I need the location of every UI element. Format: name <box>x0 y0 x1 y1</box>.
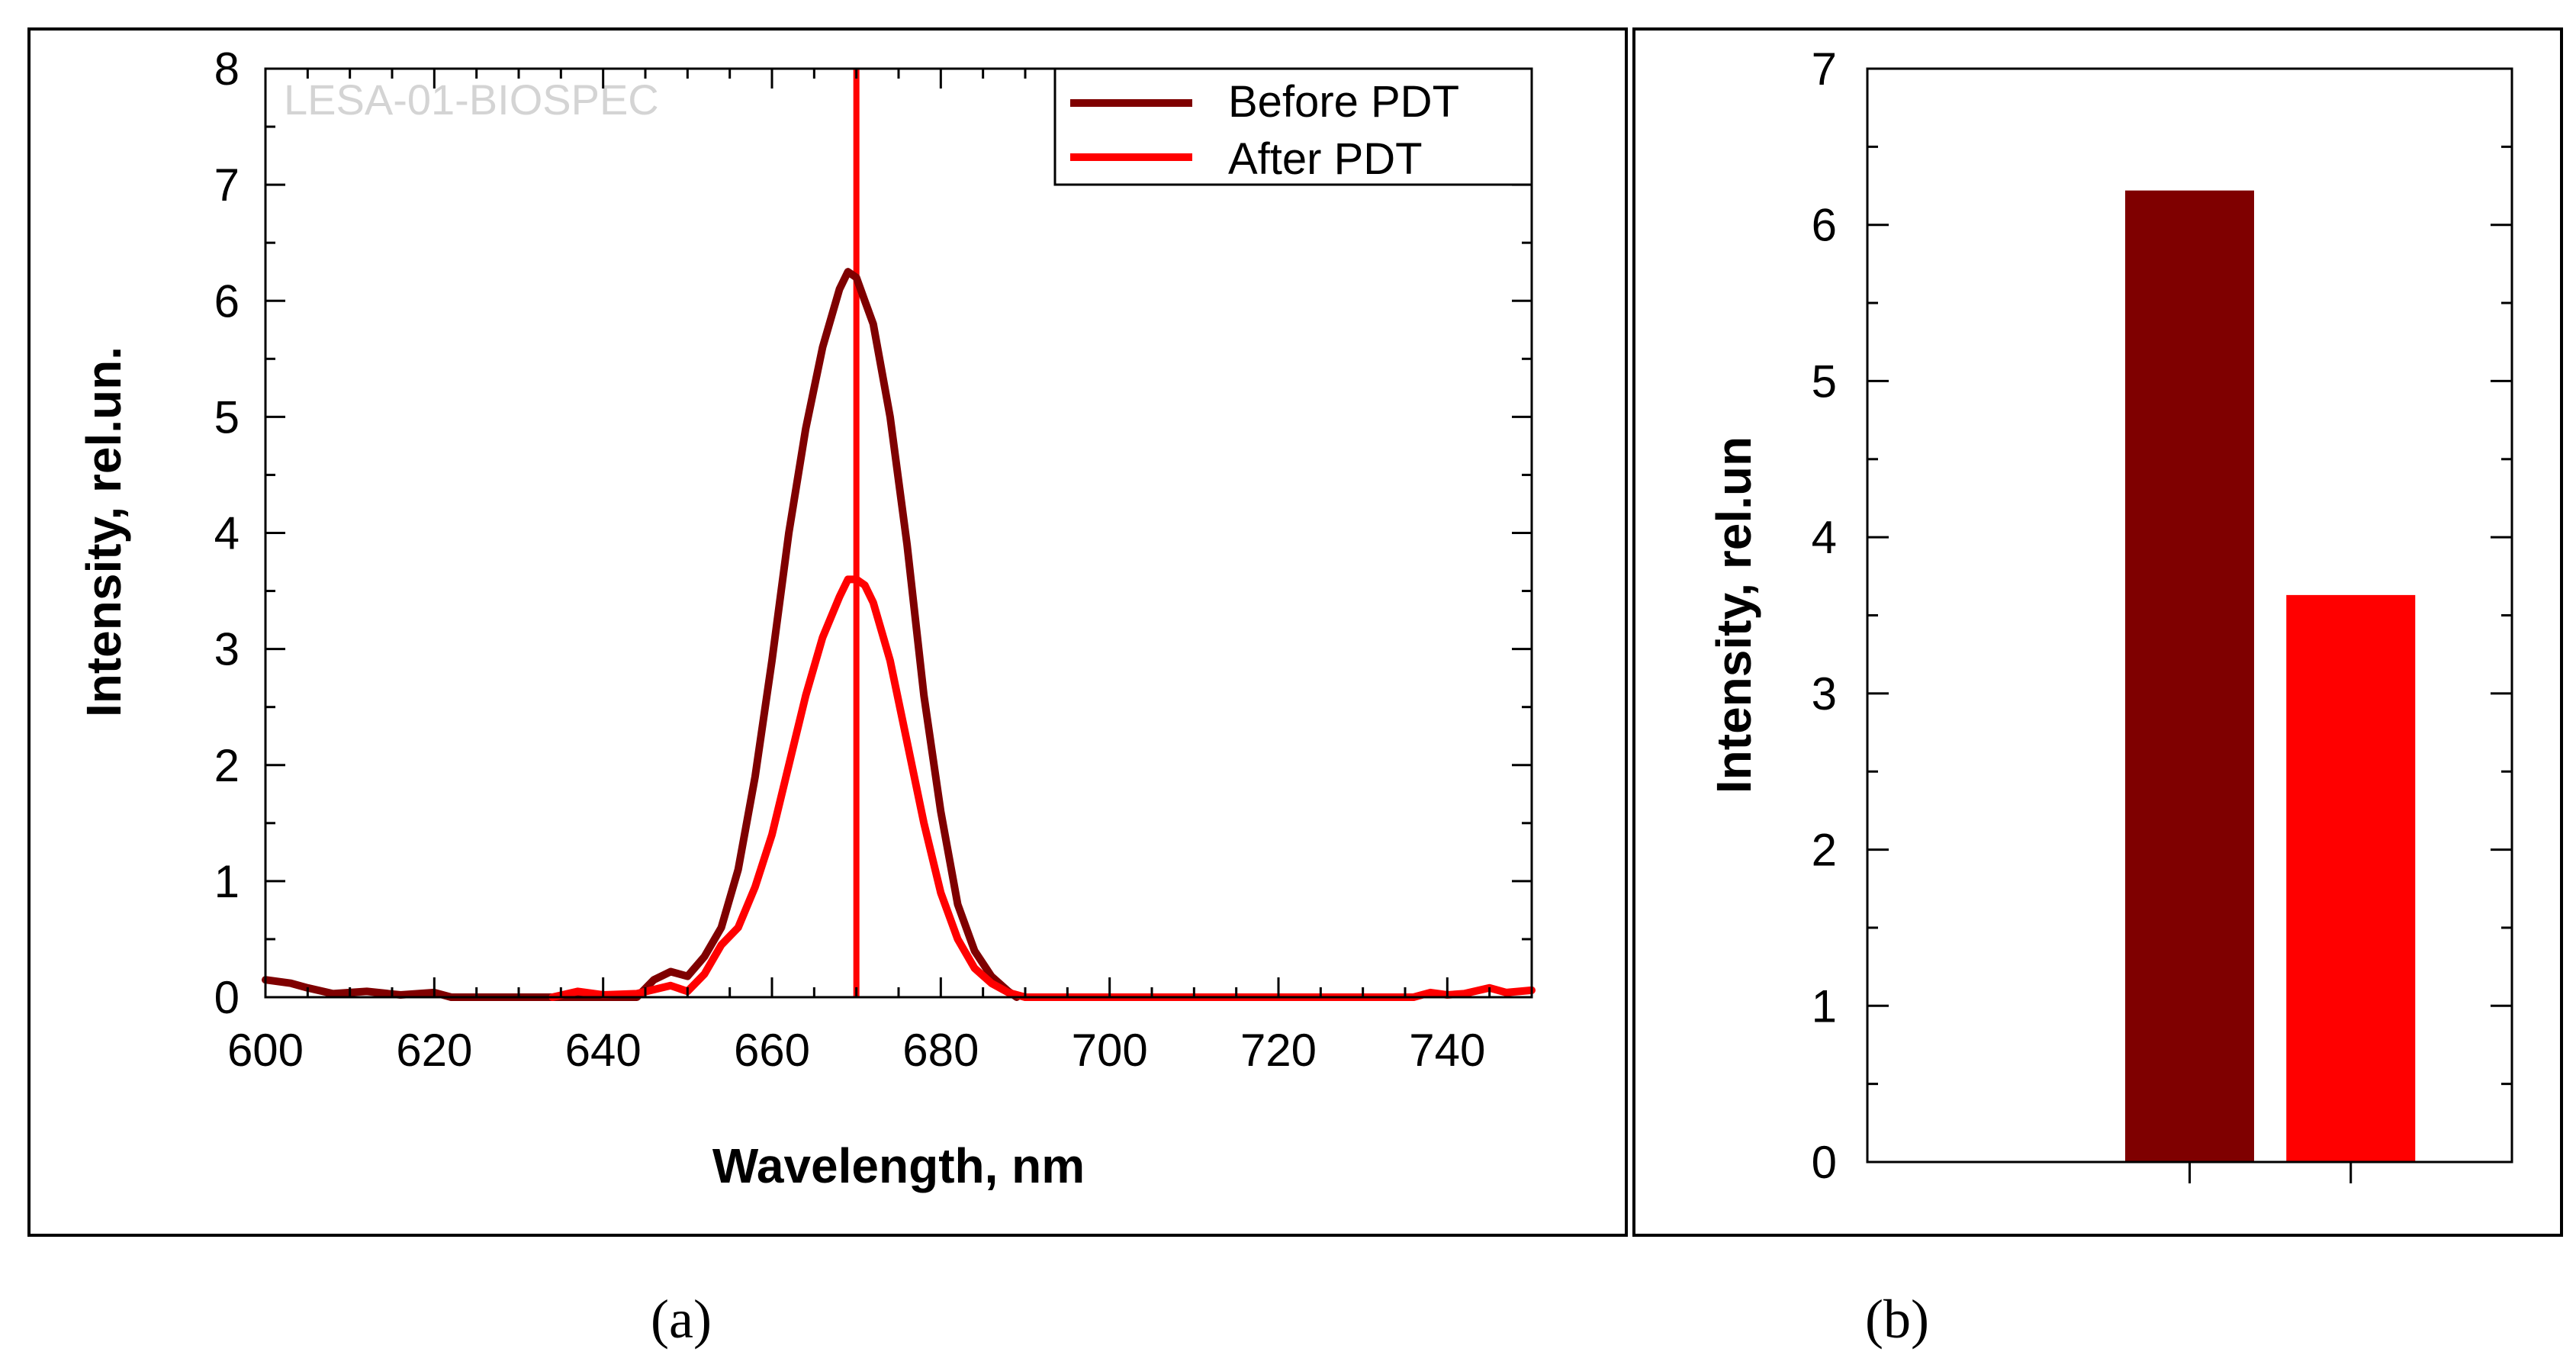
chart-b-bars <box>2125 190 2416 1163</box>
panel-a-frame <box>27 27 1628 1237</box>
chart-a-legend: Before PDT After PDT <box>1053 67 1533 186</box>
chart-a-line-chart: LESA-01-BIOSPEC 600 620 640 660 680 700 720 740… <box>76 43 1536 1193</box>
chart-a-y-axis-title: Intensity, rel.un. <box>76 346 131 717</box>
x-tick-label: 640 <box>565 1025 642 1076</box>
bar-after-pdt <box>2286 594 2416 1162</box>
x-tick-label: 600 <box>227 1025 304 1076</box>
legend-label-after-pdt: After PDT <box>1228 134 1423 184</box>
y-tick-label: 3 <box>214 624 240 675</box>
bar-before-pdt <box>2125 190 2254 1163</box>
y-tick-label: 0 <box>1812 1137 1837 1188</box>
y-tick-label: 1 <box>1812 980 1837 1032</box>
series-line-after-pdt <box>548 575 1536 1001</box>
panel-label-b: (b) <box>1865 1289 1929 1350</box>
chart-b-bar-chart: 0 1 2 3 4 5 6 7 Intensity, rel.un <box>1706 43 2513 1188</box>
y-tick-label: 2 <box>1812 825 1837 876</box>
y-tick-label: 6 <box>1812 200 1837 251</box>
chart-a-plot-frame <box>264 67 1533 999</box>
y-tick-label: 5 <box>1812 356 1837 407</box>
legend-label-before-pdt: Before PDT <box>1228 77 1459 127</box>
panel-label-a: (a) <box>651 1289 712 1350</box>
chart-a-ticks: 600 620 640 660 680 700 720 740 0 1 2 3 4 5 6 7 8 <box>214 43 1533 1076</box>
y-tick-label: 4 <box>214 508 240 559</box>
chart-b-y-axis-title: Intensity, rel.un <box>1706 436 1761 793</box>
series-line-before-pdt <box>262 268 1021 1001</box>
chart-a-series-layer <box>262 268 1536 1001</box>
x-tick-label: 620 <box>396 1025 472 1076</box>
x-tick-label: 740 <box>1409 1025 1485 1076</box>
chart-a-watermark: LESA-01-BIOSPEC <box>284 76 659 124</box>
y-tick-label: 0 <box>214 972 240 1023</box>
x-tick-label: 680 <box>902 1025 979 1076</box>
chart-a-x-axis-title: Wavelength, nm <box>712 1138 1085 1193</box>
x-tick-label: 720 <box>1240 1025 1317 1076</box>
chart-a-legend-box <box>1053 67 1533 186</box>
panel-b-frame <box>1632 27 2563 1237</box>
y-tick-label: 7 <box>1812 43 1837 95</box>
y-tick-label: 1 <box>214 856 240 907</box>
y-tick-label: 4 <box>1812 512 1837 563</box>
x-tick-label: 700 <box>1072 1025 1148 1076</box>
y-tick-label: 3 <box>1812 668 1837 719</box>
x-tick-label: 660 <box>734 1025 810 1076</box>
y-tick-label: 8 <box>214 43 240 95</box>
y-tick-label: 2 <box>214 740 240 791</box>
chart-b-ticks: 0 1 2 3 4 5 6 7 <box>1812 43 2512 1188</box>
y-tick-label: 5 <box>214 391 240 443</box>
y-tick-label: 6 <box>214 275 240 327</box>
y-tick-label: 7 <box>214 159 240 211</box>
